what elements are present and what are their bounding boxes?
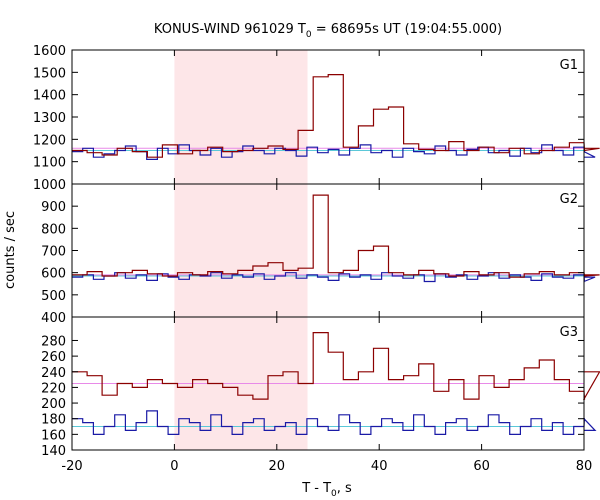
- panel-label-g3: G3: [560, 325, 578, 340]
- y-tick-label-g1: 1000: [33, 178, 66, 193]
- panels: 1000110012001300140015001600G14005006007…: [33, 44, 600, 474]
- y-tick-label-g3: 220: [41, 381, 66, 396]
- y-tick-label-g2: 800: [41, 222, 66, 237]
- trigger-series-g3: [72, 332, 600, 400]
- y-tick-label-g3: 200: [41, 397, 66, 412]
- panel-frame-g3: [71, 316, 585, 451]
- y-tick-label-g1: 1500: [33, 66, 66, 81]
- y-tick-label-g1: 1400: [33, 89, 66, 104]
- y-tick-label-g3: 260: [41, 350, 66, 365]
- x-tick-label: 60: [473, 459, 490, 474]
- panel-label-g2: G2: [560, 192, 578, 207]
- y-tick-label-g1: 1200: [33, 133, 66, 148]
- x-tick-label: -20: [61, 459, 82, 474]
- y-tick-label-g3: 180: [41, 413, 66, 428]
- y-tick-label-g2: 500: [41, 289, 66, 304]
- y-tick-label-g2: 700: [41, 245, 66, 260]
- trigger-series-g1: [72, 74, 600, 158]
- trigger-series-g2: [72, 194, 600, 278]
- y-tick-label-g3: 160: [41, 428, 66, 443]
- x-tick-label: 20: [269, 459, 286, 474]
- y-tick-label-g1: 1100: [33, 156, 66, 171]
- x-axis-label: T - T0, s: [301, 481, 352, 499]
- y-axis-label: counts / sec: [3, 211, 18, 289]
- trigger-interval-g2: [174, 184, 308, 317]
- y-tick-label-g3: 240: [41, 366, 66, 381]
- panel-g2: 400 500 600 700 800 900 G2: [41, 183, 600, 326]
- x-tick-label: 40: [371, 459, 388, 474]
- chart-title: KONUS-WIND 961029 T0 = 68695s UT (19:04:…: [154, 22, 502, 40]
- panel-label-g1: G1: [560, 58, 578, 73]
- x-tick-label: 80: [576, 459, 593, 474]
- panel-g1: 1000 1100 1200 1300 1400 1500 1600 G1: [33, 44, 600, 193]
- y-tick-label-g1: 1300: [33, 111, 66, 126]
- trigger-interval-g1: [174, 50, 308, 184]
- y-tick-label-g2: 600: [41, 267, 66, 282]
- y-tick-label-g3: 280: [41, 334, 66, 349]
- panel-frame-g1: [71, 49, 585, 185]
- background-series-g3: [72, 410, 597, 435]
- y-tick-label-g1: 1600: [33, 44, 66, 59]
- y-tick-label-g2: 400: [41, 311, 66, 326]
- y-tick-label-g2: 900: [41, 200, 66, 215]
- y-tick-label-g3: 140: [41, 444, 66, 459]
- x-tick-label: 0: [170, 459, 178, 474]
